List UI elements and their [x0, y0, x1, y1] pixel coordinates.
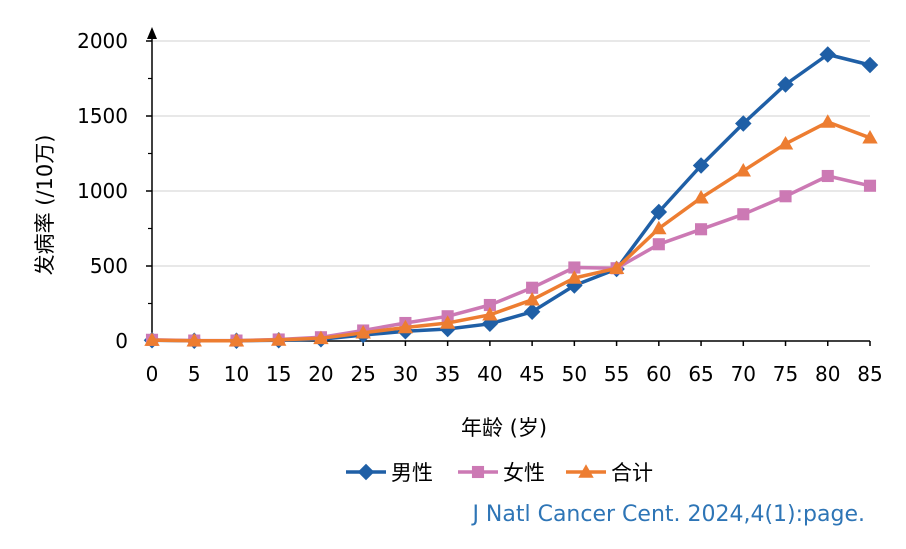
data-point	[482, 307, 498, 321]
data-point	[439, 315, 456, 329]
y-tick-label: 0	[115, 329, 128, 353]
legend-marker	[471, 465, 485, 479]
data-point	[608, 260, 625, 275]
legend-item: 女性	[458, 461, 545, 485]
legend-label: 合计	[611, 461, 653, 485]
series-3	[144, 114, 878, 347]
x-tick-label: 85	[857, 362, 882, 386]
series-line	[151, 120, 871, 343]
x-tick-label: 45	[519, 362, 544, 386]
series-layer	[143, 46, 879, 349]
data-point	[863, 179, 877, 192]
data-point	[652, 238, 665, 251]
series-1	[143, 46, 879, 349]
data-point	[735, 163, 751, 177]
data-point	[692, 157, 710, 174]
data-point	[524, 292, 540, 306]
data-point	[821, 169, 834, 183]
series-2	[145, 169, 877, 347]
legend-item: 合计	[566, 461, 653, 485]
x-tick-label: 40	[477, 362, 502, 386]
legend: 男性 女性 合计	[346, 461, 653, 485]
data-point	[228, 333, 245, 347]
y-tick-label: 1000	[77, 179, 128, 203]
data-point	[568, 261, 581, 274]
data-point	[737, 208, 750, 221]
legend-marker	[357, 463, 375, 481]
data-point	[650, 203, 668, 221]
data-point	[777, 136, 794, 150]
data-point	[862, 130, 878, 144]
data-point	[695, 223, 708, 236]
data-point	[355, 325, 371, 339]
x-tick-label: 65	[688, 362, 713, 386]
data-point	[651, 220, 667, 235]
data-point	[735, 115, 752, 132]
x-tick-label: 70	[731, 362, 756, 386]
legend-label: 女性	[503, 461, 545, 485]
data-point	[861, 56, 879, 74]
x-tick-label: 30	[393, 362, 418, 386]
x-tick-label: 80	[815, 362, 840, 386]
legend-marker	[578, 464, 594, 478]
data-point	[693, 190, 709, 204]
data-point	[566, 270, 583, 284]
data-point	[271, 332, 287, 346]
data-point	[313, 330, 329, 345]
data-point	[144, 332, 160, 346]
x-tick-label: 55	[604, 362, 629, 386]
data-point	[397, 319, 414, 334]
citation: J Natl Cancer Cent. 2024,4(1):page.	[472, 502, 865, 527]
x-axis-title: 年龄 (岁)	[461, 416, 547, 440]
data-point	[819, 46, 837, 63]
x-tick-label: 5	[188, 362, 201, 386]
x-tick-label: 15	[266, 362, 291, 386]
legend-label: 男性	[391, 461, 433, 485]
series-line	[151, 174, 871, 343]
x-tick-label: 20	[308, 362, 333, 386]
legend-item: 男性	[346, 461, 433, 485]
data-point	[779, 190, 792, 203]
gridlines	[152, 40, 870, 267]
x-tick-label: 25	[350, 362, 375, 386]
data-point	[186, 333, 202, 347]
data-point	[820, 114, 836, 128]
y-axis-title: 发病率 (/10万)	[33, 135, 57, 276]
data-point	[526, 281, 539, 294]
data-point	[523, 303, 541, 320]
y-tick-label: 2000	[77, 29, 128, 53]
x-tick-label: 35	[435, 362, 460, 386]
y-tick-label: 500	[90, 254, 128, 278]
x-tick-label: 10	[224, 362, 249, 386]
y-axis-arrow	[147, 27, 157, 39]
x-tick-label: 60	[646, 362, 671, 386]
x-tick-label: 50	[562, 362, 587, 386]
x-tick-label: 75	[773, 362, 798, 386]
data-point	[777, 76, 794, 93]
x-axis-ticks: 0 5 10 15 20 25 30 35 40 45 50 55 60 65 70 75 80 85	[146, 341, 883, 386]
data-point	[483, 298, 496, 312]
y-tick-label: 1500	[77, 104, 128, 128]
y-axis-ticks: 0 500 1000 1500 2000	[77, 29, 152, 353]
x-tick-label: 0	[146, 362, 159, 386]
